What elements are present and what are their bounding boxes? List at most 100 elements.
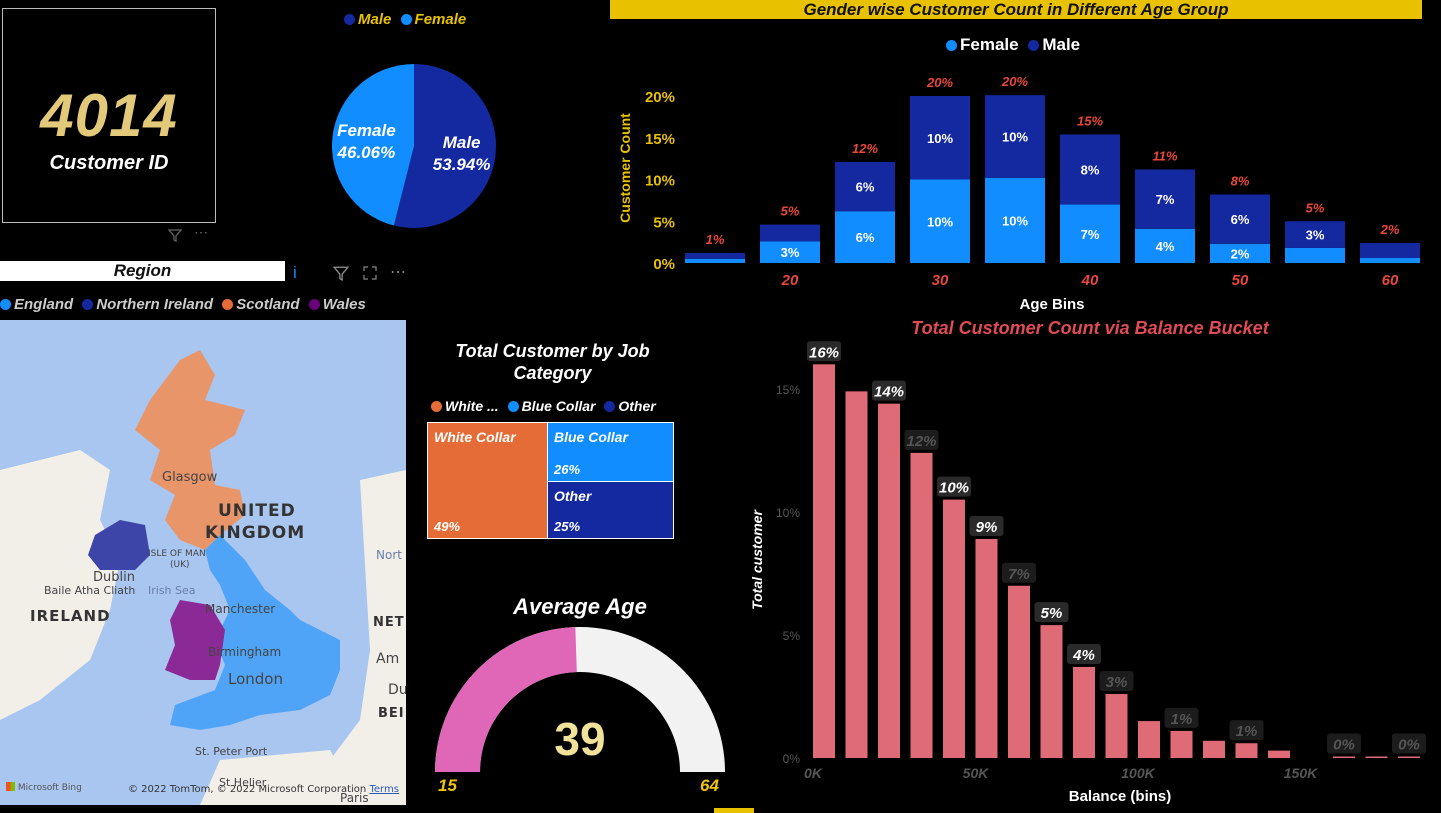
bar-female[interactable] — [1285, 247, 1345, 263]
bar-male[interactable] — [1060, 134, 1120, 205]
legend-item-female[interactable]: Female — [946, 35, 1019, 54]
map-label-st-helier: St Helier — [219, 776, 267, 789]
balance-bar[interactable] — [1333, 756, 1355, 759]
balance-bar[interactable] — [1398, 756, 1420, 759]
y-tick-label: 5% — [783, 629, 801, 643]
map-label-irish-sea: Irish Sea — [148, 584, 196, 597]
pie-slice-female[interactable] — [332, 64, 414, 226]
bar-male[interactable] — [1360, 242, 1420, 258]
balance-bar[interactable] — [813, 364, 835, 758]
tile-pct: 49% — [434, 519, 461, 534]
info-icon[interactable]: i — [293, 263, 297, 282]
balance-bar[interactable] — [1365, 756, 1388, 759]
legend-item-white-collar[interactable]: White ... — [431, 398, 499, 414]
legend-item-wales[interactable]: Wales — [308, 296, 366, 313]
balance-bar[interactable] — [1268, 750, 1290, 758]
balance-bar[interactable] — [1008, 585, 1030, 758]
legend-label: Male — [358, 11, 392, 28]
map-label-glasgow: Glasgow — [162, 470, 218, 485]
legend-label: Blue Collar — [521, 398, 596, 414]
legend-item-northern-ireland[interactable]: Northern Ireland — [82, 296, 213, 313]
bar-data-label: 2% — [1231, 246, 1250, 261]
treemap-tile-other[interactable]: Other 25% — [547, 481, 674, 539]
bar-female[interactable] — [910, 179, 970, 264]
filter-icon[interactable] — [167, 228, 183, 245]
balance-bar[interactable] — [845, 391, 868, 758]
bar-total-label: 12% — [852, 141, 878, 156]
more-options-icon[interactable]: ⋯ — [390, 264, 406, 281]
legend-item-blue-collar[interactable]: Blue Collar — [507, 398, 596, 414]
bar-data-label: 6% — [1231, 212, 1250, 227]
bar-male[interactable] — [910, 96, 970, 180]
balance-bar[interactable] — [910, 452, 933, 758]
balance-bar[interactable] — [1138, 721, 1160, 758]
map-shapes — [0, 350, 406, 805]
legend-item-male[interactable]: Male — [1028, 35, 1080, 54]
northern-ireland-region[interactable] — [88, 520, 150, 570]
balance-bar[interactable] — [1235, 743, 1258, 758]
wales-region[interactable] — [165, 600, 225, 680]
treemap-tile-blue-collar[interactable]: Blue Collar 26% — [547, 422, 674, 482]
bing-logo: Microsoft Bing — [6, 782, 82, 793]
balance-bar[interactable] — [1203, 740, 1225, 758]
filter-icon[interactable] — [332, 265, 350, 286]
legend-item-scotland[interactable]: Scotland — [222, 296, 300, 313]
balance-bar[interactable] — [878, 403, 900, 758]
average-age-gauge — [435, 627, 725, 772]
europe-landmass — [330, 470, 406, 805]
bar-data-label: 10% — [1002, 129, 1028, 144]
bar-total-label: 8% — [1231, 174, 1250, 189]
job-chart-title: Total Customer by Job Category — [455, 341, 650, 383]
balance-bar[interactable] — [1105, 694, 1128, 758]
bar-male[interactable] — [985, 95, 1045, 178]
legend-item-england[interactable]: England — [0, 296, 73, 313]
bar-data-label: 12% — [906, 433, 936, 450]
more-options-icon[interactable]: ⋯ — [194, 224, 208, 240]
bar-male[interactable] — [1285, 221, 1345, 248]
legend-item-other[interactable]: Other — [604, 398, 656, 414]
focus-mode-icon[interactable] — [363, 266, 377, 285]
balance-bar[interactable] — [975, 539, 998, 758]
england-region[interactable] — [170, 535, 340, 730]
treemap-tile-white-collar[interactable]: White Collar 49% — [427, 422, 548, 539]
scotland-region[interactable] — [135, 350, 245, 550]
bar-data-label: 16% — [809, 344, 839, 361]
balance-bar[interactable] — [1170, 730, 1193, 758]
bar-female[interactable] — [985, 177, 1045, 263]
legend-label: Female — [960, 35, 1019, 54]
map-label-dublin: Dublin — [93, 570, 135, 585]
map-label-am: Am — [376, 651, 400, 667]
terms-link[interactable]: Terms — [369, 784, 399, 795]
legend-label: Other — [618, 398, 656, 414]
region-map[interactable]: Glasgow UNITED KINGDOM ISLE OF MAN (UK) … — [0, 320, 406, 805]
kpi-card[interactable]: 4014 Customer ID — [2, 8, 216, 223]
legend-item-male[interactable]: Male — [344, 11, 391, 28]
bar-female[interactable] — [835, 211, 895, 263]
balance-bar[interactable] — [943, 499, 965, 758]
balance-bar[interactable] — [1073, 666, 1095, 758]
copyright-text: © 2022 TomTom, © 2022 Microsoft Corporat… — [128, 784, 367, 795]
job-legend: White ... Blue Collar Other — [431, 398, 661, 414]
bar-male[interactable] — [685, 252, 745, 259]
bar-female[interactable] — [685, 258, 745, 263]
pie-slice-male[interactable] — [393, 64, 497, 229]
x-tick-label: 150K — [1284, 765, 1318, 781]
bar-male[interactable] — [1210, 194, 1270, 244]
bar-female[interactable] — [1360, 257, 1420, 263]
bar-female[interactable] — [760, 241, 820, 263]
bar-data-label: 0% — [1398, 737, 1420, 754]
balance-bar[interactable] — [1040, 625, 1063, 758]
data-label-bg — [1034, 602, 1069, 623]
x-tick-label: 30 — [932, 272, 949, 289]
legend-item-female[interactable]: Female — [400, 11, 466, 28]
bar-male[interactable] — [760, 224, 820, 242]
bar-male[interactable] — [1135, 169, 1195, 229]
map-label-ireland: IRELAND — [30, 607, 111, 625]
bar-female[interactable] — [1135, 228, 1195, 263]
bar-male[interactable] — [835, 161, 895, 212]
map-copyright: © 2022 TomTom, © 2022 Microsoft Corporat… — [128, 784, 399, 795]
bar-female[interactable] — [1060, 204, 1120, 263]
bar-female[interactable] — [1210, 243, 1270, 263]
gauge-value: 39 — [554, 713, 606, 765]
bar-data-label: 3% — [1306, 228, 1325, 243]
